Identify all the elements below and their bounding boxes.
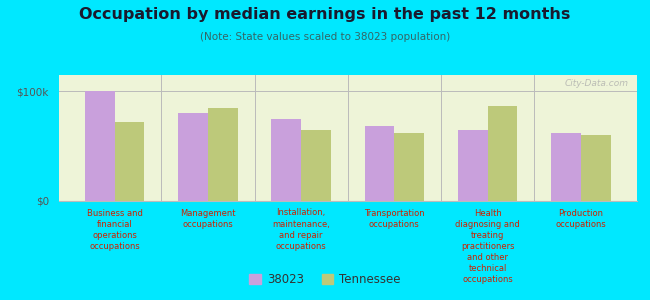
Text: Production
occupations: Production occupations xyxy=(556,208,606,229)
Bar xyxy=(458,130,488,201)
Text: Transportation
occupations: Transportation occupations xyxy=(364,208,424,229)
Text: Management
occupations: Management occupations xyxy=(180,208,236,229)
Legend: 38023, Tennessee: 38023, Tennessee xyxy=(244,269,406,291)
Text: City-Data.com: City-Data.com xyxy=(564,79,629,88)
Bar xyxy=(208,108,238,201)
Bar xyxy=(488,106,517,201)
Text: Business and
financial
operations
occupations: Business and financial operations occupa… xyxy=(86,208,142,251)
Text: Installation,
maintenance,
and repair
occupations: Installation, maintenance, and repair oc… xyxy=(272,208,330,251)
Bar xyxy=(581,135,611,201)
Text: (Note: State values scaled to 38023 population): (Note: State values scaled to 38023 popu… xyxy=(200,32,450,41)
Bar xyxy=(365,127,395,201)
Bar xyxy=(271,119,301,201)
Bar xyxy=(114,122,144,201)
Bar xyxy=(551,133,581,201)
Bar xyxy=(178,113,208,201)
Bar xyxy=(395,133,424,201)
Bar xyxy=(301,130,331,201)
Bar xyxy=(84,92,114,201)
Text: Health
diagnosing and
treating
practitioners
and other
technical
occupations: Health diagnosing and treating practitio… xyxy=(455,208,520,284)
Text: Occupation by median earnings in the past 12 months: Occupation by median earnings in the pas… xyxy=(79,8,571,22)
